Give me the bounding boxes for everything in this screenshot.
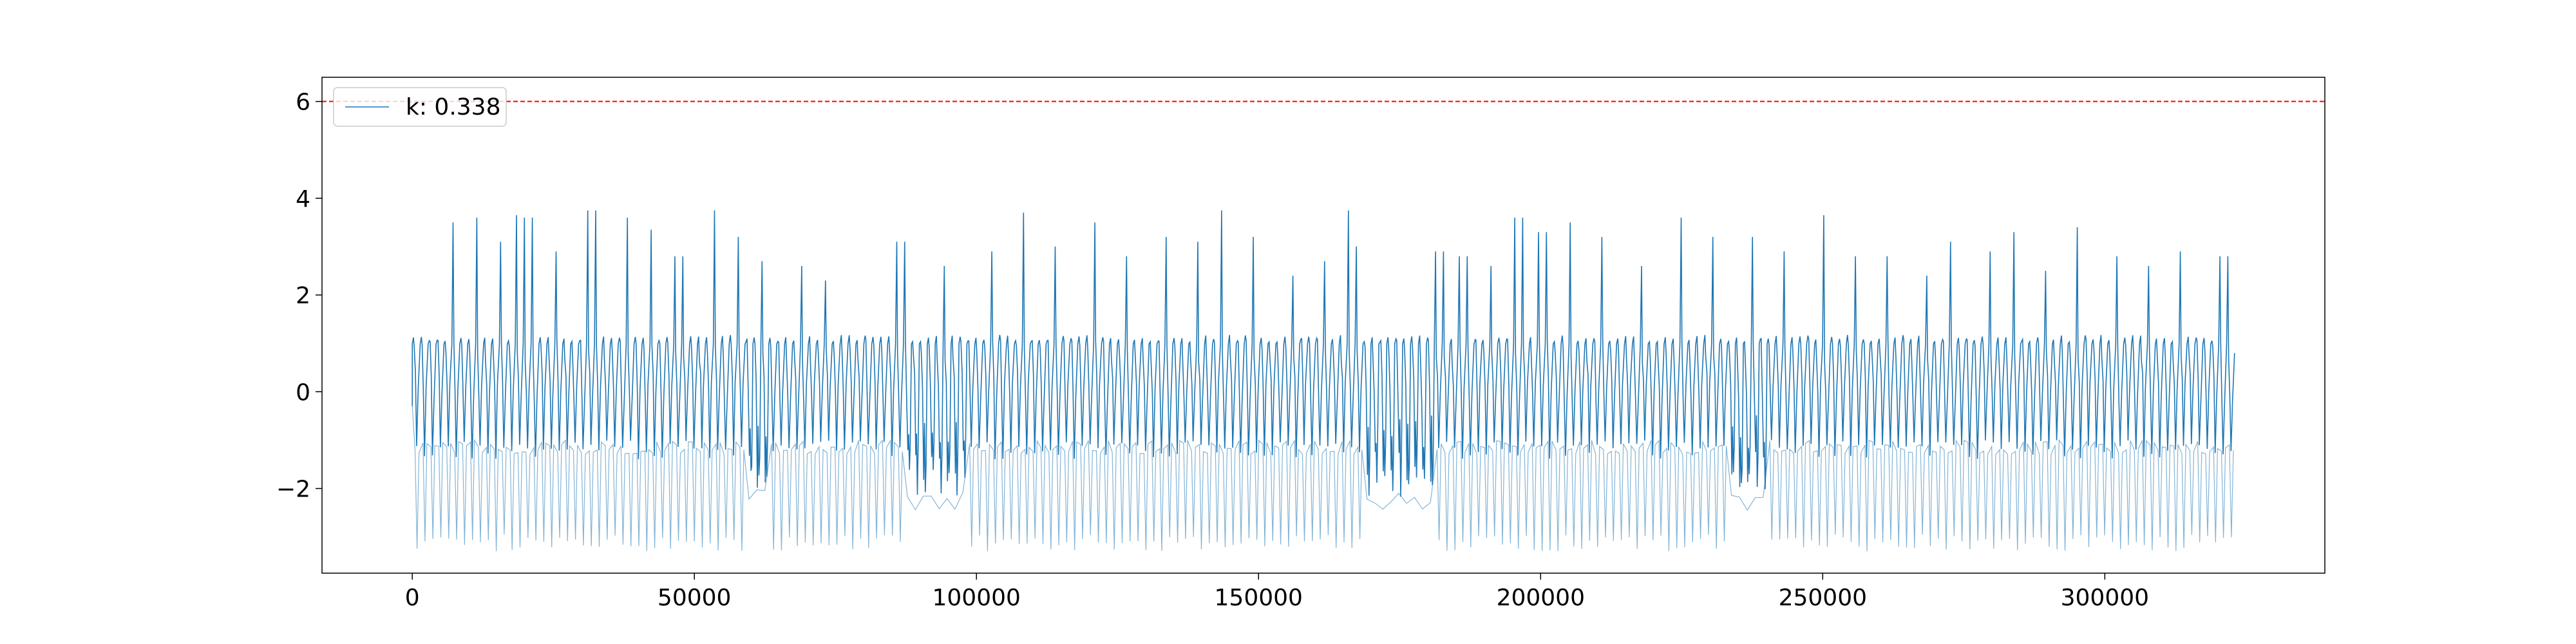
x-tick-label: 0 bbox=[405, 585, 420, 611]
series-trough-trace bbox=[412, 406, 2234, 552]
y-tick-label: 6 bbox=[296, 90, 310, 116]
legend: k: 0.338 bbox=[333, 87, 507, 127]
x-tick-label: 300000 bbox=[2061, 585, 2149, 611]
x-tick-label: 150000 bbox=[1215, 585, 1303, 611]
series-line bbox=[412, 210, 2235, 497]
y-axis: −2 0 2 4 6 bbox=[276, 90, 322, 503]
series-layer bbox=[412, 210, 2235, 552]
y-tick-label: 0 bbox=[296, 379, 310, 406]
legend-box bbox=[333, 87, 507, 127]
axes-frame bbox=[321, 77, 2325, 574]
y-tick-label: 4 bbox=[296, 186, 310, 213]
x-tick-label: 100000 bbox=[933, 585, 1021, 611]
x-axis: 0 50000 100000 150000 200000 250000 300000 bbox=[405, 573, 2149, 611]
x-tick-label: 200000 bbox=[1497, 585, 1585, 611]
legend-entry-label: k: 0.338 bbox=[406, 94, 500, 120]
x-tick-label: 50000 bbox=[658, 585, 732, 611]
y-tick-label: −2 bbox=[276, 477, 310, 503]
x-tick-label: 250000 bbox=[1779, 585, 1867, 611]
y-tick-label: 2 bbox=[296, 283, 310, 309]
